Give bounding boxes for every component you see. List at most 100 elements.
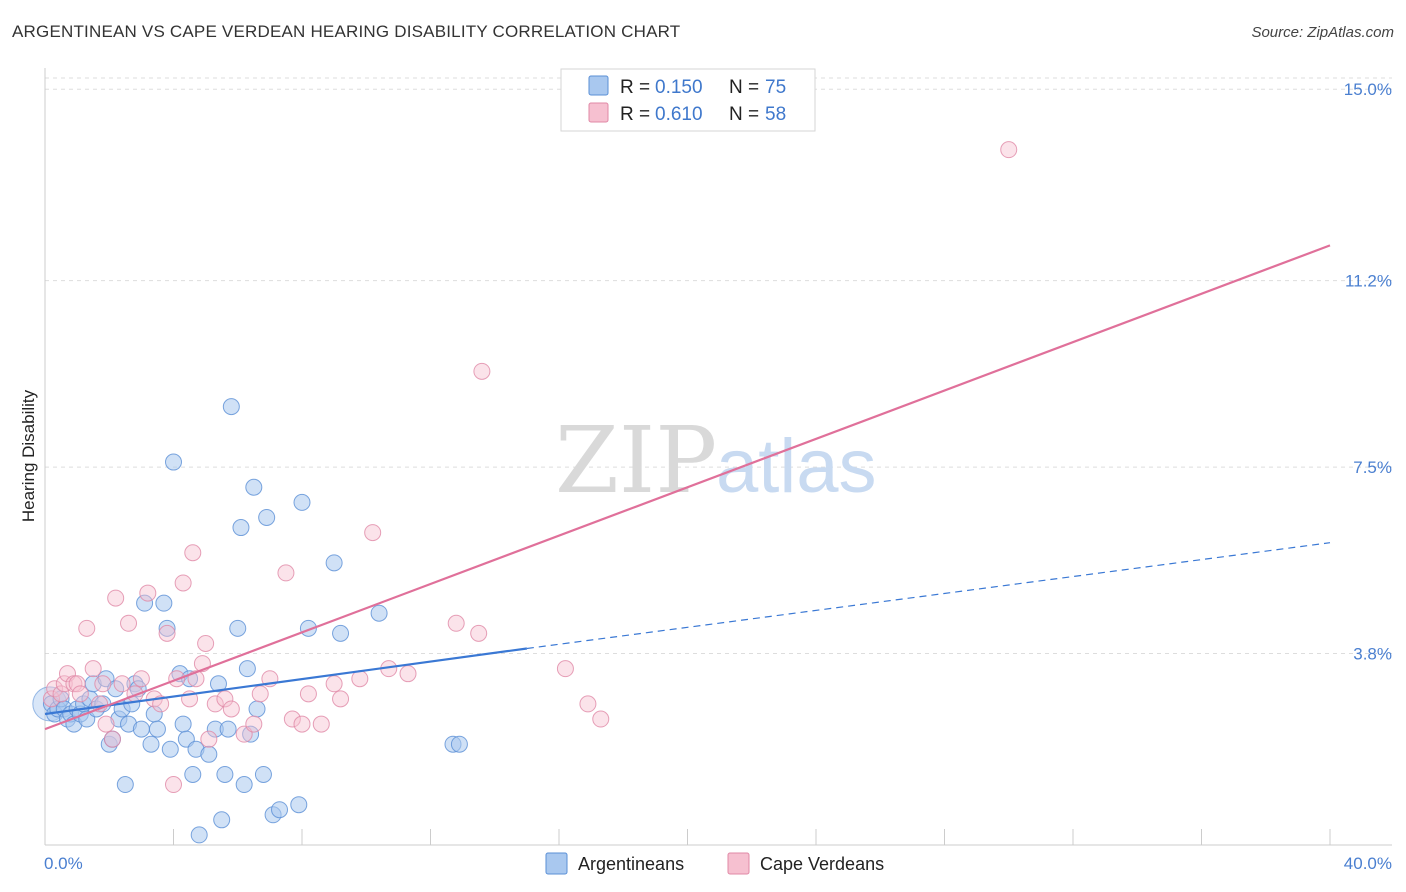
argentineans-point <box>174 715 192 733</box>
argentineans-point <box>450 735 468 753</box>
cape-verdeans-point <box>312 715 330 733</box>
argentineans-point <box>370 604 388 622</box>
y-tick-labels: 3.8% 7.5% 11.2% 15.0% <box>1344 80 1392 663</box>
cape-verdeans-point <box>120 614 138 632</box>
argentineans-point <box>248 700 266 718</box>
legend-n-value-1: 75 <box>765 77 786 98</box>
trend-lines <box>44 244 1331 731</box>
legend-r-value-1: 0.150 <box>655 77 703 98</box>
cape-verdeans-point <box>132 670 150 688</box>
cape-verdeans-point <box>78 619 96 637</box>
cape-verdeans-point <box>103 730 121 748</box>
cape-verdeans-point <box>200 730 218 748</box>
argentineans-point <box>116 776 134 794</box>
argentineans-point <box>209 675 227 693</box>
cape-verdeans-point <box>592 710 610 728</box>
argentineans-point <box>148 720 166 738</box>
argentineans-points <box>32 398 468 844</box>
bottom-legend-argentineans: Argentineans <box>578 854 684 874</box>
cape-verdeans-point <box>222 700 240 718</box>
y-tick-label: 15.0% <box>1344 80 1392 99</box>
argentineans-point <box>254 765 272 783</box>
cape-verdeans-point <box>184 544 202 562</box>
cape-verdeans-point <box>42 690 60 708</box>
bottom-legend-cape-verdeans: Cape Verdeans <box>760 854 884 874</box>
watermark: ZIP atlas <box>555 407 877 514</box>
cape-verdeans-point <box>299 685 317 703</box>
argentineans-trend-extension <box>526 542 1331 650</box>
y-tick-label: 11.2% <box>1345 272 1392 291</box>
argentineans-point <box>258 508 276 526</box>
argentineans-point <box>165 453 182 471</box>
source-label: Source: ZipAtlas.com <box>1251 24 1394 41</box>
argentineans-point <box>184 765 202 783</box>
argentineans-point <box>293 493 311 511</box>
argentineans-point <box>142 735 160 753</box>
cape-verdeans-point <box>251 685 269 703</box>
argentineans-point <box>245 478 263 496</box>
legend-r-label-2: R = <box>620 104 650 125</box>
argentineans-point <box>332 624 350 642</box>
bottom-legend: Argentineans Cape Verdeans <box>545 852 884 875</box>
argentineans-point <box>158 619 176 637</box>
cape-verdeans-point <box>364 524 382 542</box>
cape-verdeans-point <box>174 574 192 592</box>
x-tick-label-max: 40.0% <box>1344 854 1392 873</box>
argentineans-point <box>238 660 256 678</box>
bottom-swatch-argentineans <box>545 852 568 875</box>
legend-n-value-2: 58 <box>765 104 786 125</box>
argentineans-point <box>132 720 150 738</box>
cape-verdeans-point <box>71 685 89 703</box>
cape-verdeans-point <box>447 614 465 632</box>
x-tick-labels: 0.0% 40.0% <box>44 854 1392 873</box>
chart-title: ARGENTINEAN VS CAPE VERDEAN HEARING DISA… <box>12 22 681 41</box>
argentineans-point <box>222 398 240 416</box>
legend-n-label-1: N = <box>729 77 759 98</box>
cape-verdeans-point <box>470 624 488 642</box>
cape-verdeans-point <box>283 710 301 728</box>
argentineans-point <box>190 826 208 844</box>
cape-verdeans-point <box>579 695 597 713</box>
argentineans-point <box>235 776 253 794</box>
argentineans-point <box>229 619 247 637</box>
cape-verdeans-point <box>556 660 574 678</box>
argentineans-point <box>232 519 250 537</box>
cape-verdeans-point <box>52 685 70 703</box>
argentineans-point <box>213 811 231 829</box>
legend-r-value-2: 0.610 <box>655 104 703 125</box>
x-tick-label-min: 0.0% <box>44 854 83 873</box>
cape-verdeans-point <box>1000 141 1018 159</box>
cape-verdeans-trend-line <box>44 244 1331 731</box>
argentineans-point <box>325 554 343 572</box>
cape-verdeans-point <box>332 690 350 708</box>
legend: R = 0.150 N = 75 R = 0.610 N = 58 <box>560 68 816 132</box>
cape-verdeans-point <box>277 564 295 582</box>
argentineans-point <box>219 720 237 738</box>
cape-verdeans-point <box>206 695 224 713</box>
cape-verdeans-point <box>351 670 369 688</box>
cape-verdeans-point <box>84 660 102 678</box>
grid-lines <box>45 77 1392 655</box>
cape-verdeans-point <box>158 624 176 642</box>
y-axis-title: Hearing Disability <box>19 389 38 522</box>
cape-verdeans-point <box>473 362 491 380</box>
legend-swatch-cape-verdeans <box>588 102 609 123</box>
cape-verdeans-point <box>197 634 215 652</box>
cape-verdeans-point <box>293 715 311 733</box>
watermark-zip: ZIP <box>555 407 717 514</box>
cape-verdeans-point <box>55 675 73 693</box>
cape-verdeans-point <box>165 776 182 794</box>
argentineans-point <box>200 745 218 763</box>
cape-verdeans-point <box>245 715 263 733</box>
argentineans-point <box>161 740 179 758</box>
legend-swatch-argentineans <box>588 75 609 96</box>
argentineans-point <box>216 765 234 783</box>
bottom-swatch-cape-verdeans <box>727 852 750 875</box>
cape-verdeans-point <box>399 665 417 683</box>
legend-n-label-2: N = <box>729 104 759 125</box>
legend-r-label-1: R = <box>620 77 650 98</box>
y-tick-label: 7.5% <box>1353 458 1392 477</box>
cape-verdeans-point <box>139 584 157 602</box>
cape-verdeans-point <box>97 715 115 733</box>
